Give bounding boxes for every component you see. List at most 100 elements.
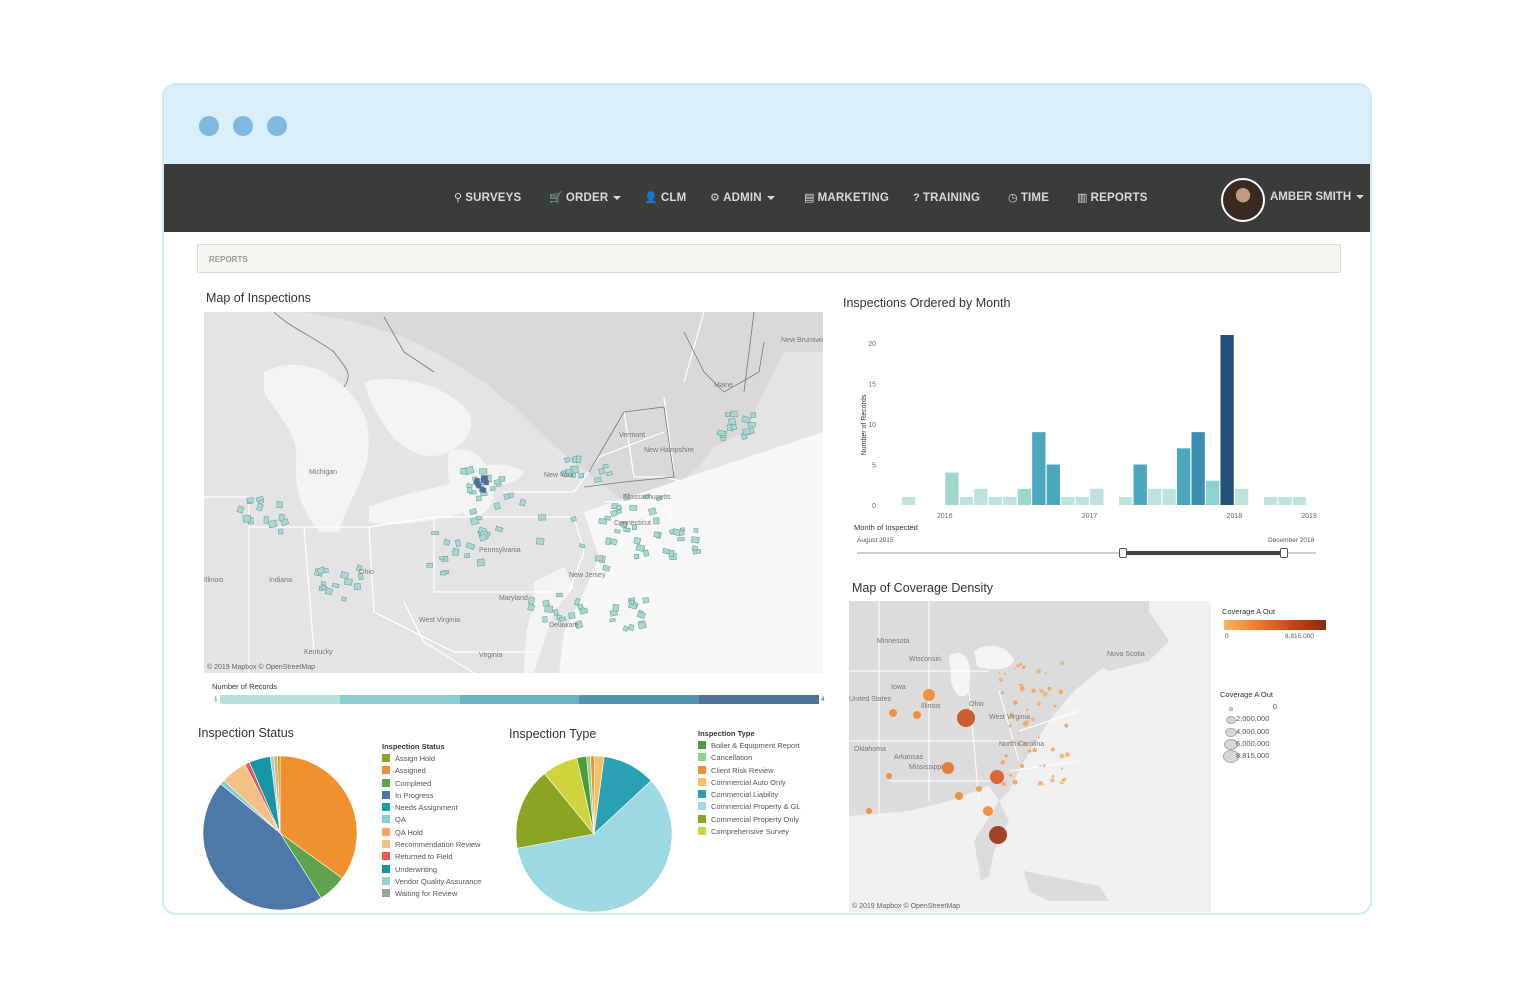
bar-chart-title: Inspections Ordered by Month — [843, 296, 1011, 310]
inspection-area — [693, 528, 699, 533]
map-label-virginia: Virginia — [479, 652, 502, 659]
nav-order[interactable]: 🛒 ORDER — [549, 164, 622, 232]
legend-item-waiting-for-review[interactable]: Waiting for Review — [382, 889, 481, 901]
pie-slice-commercial-property-only — [515, 773, 595, 849]
inspection-area — [609, 617, 616, 623]
legend-label: Recommendation Review — [395, 840, 481, 850]
legend-item-qa[interactable]: QA — [382, 815, 481, 827]
coverage-dot — [990, 770, 1004, 784]
inspections-map[interactable]: New Brunswick Maine Vermont New Hampshire Mi… — [204, 312, 823, 673]
inspection-area — [476, 495, 482, 502]
window-dot-minimize[interactable] — [233, 116, 253, 136]
coverage-dot — [1001, 781, 1006, 787]
chevron-down-icon — [1356, 194, 1365, 199]
legend-item-boiler-equipment-report[interactable]: Boiler & Equipment Report — [698, 741, 801, 753]
legend-item-underwriting[interactable]: Underwriting — [382, 864, 481, 877]
coverage-label-nova-scotia: Nova Scotia — [1107, 651, 1145, 658]
nav-surveys[interactable]: ⚲ SURVEYS — [454, 164, 521, 232]
y-tick-label: 20 — [868, 341, 876, 348]
inspection-area — [476, 558, 485, 567]
nav-time[interactable]: ◷ TIME — [1008, 164, 1049, 232]
date-range-fill — [1123, 551, 1284, 555]
window-dot-close[interactable] — [199, 116, 219, 136]
coverage-dot — [1003, 672, 1006, 676]
coverage-dot — [1016, 664, 1021, 668]
nav-training[interactable]: ? TRAINING — [913, 164, 980, 232]
legend-item-cancellation[interactable]: Cancellation — [698, 753, 801, 765]
legend-label: In Progress — [395, 790, 434, 800]
map-label-new-york: New York — [544, 472, 574, 479]
inspection-area — [451, 547, 460, 557]
inspection-status-pie[interactable] — [202, 755, 358, 911]
legend-swatch — [698, 765, 706, 774]
inspection-area — [431, 531, 439, 535]
avatar[interactable] — [1221, 178, 1265, 222]
legend-item-vendor-quality-assurance[interactable]: Vendor Quality Assurance — [382, 876, 481, 889]
coverage-dot — [889, 709, 897, 717]
date-range-slider[interactable] — [857, 548, 1316, 558]
legend-item-needs-assignment[interactable]: Needs Assignment — [382, 803, 481, 815]
inspection-area — [568, 612, 576, 619]
range-start-handle[interactable] — [1119, 548, 1128, 558]
user-menu[interactable]: AMBER SMITH — [1270, 164, 1365, 232]
legend-title: Inspection Status — [382, 742, 445, 751]
nav-admin[interactable]: ⚙ ADMIN — [710, 164, 775, 232]
legend-item-commercial-property-gl[interactable]: Commercial Property & GL — [698, 802, 801, 814]
size-legend-label: 0 — [1272, 702, 1277, 711]
window-dot-maximize[interactable] — [267, 116, 287, 136]
legend-item-assign-hold[interactable]: Assign Hold — [382, 754, 481, 766]
coverage-map[interactable]: Minnesota Wisconsin Iowa Illinois Ohio West V… — [849, 601, 1211, 912]
inspection-area — [644, 494, 651, 499]
range-end-handle[interactable] — [1279, 548, 1288, 558]
inspection-area — [469, 508, 478, 516]
size-legend-circle — [1223, 750, 1239, 763]
bar — [1292, 496, 1307, 505]
nav-reports[interactable]: ▥ REPORTS — [1077, 164, 1148, 232]
inspection-area — [552, 608, 559, 616]
coverage-dot — [942, 762, 954, 774]
inspections-map-canvas: New Brunswick Maine Vermont New Hampshire Mi… — [204, 312, 823, 673]
legend-label: QA Hold — [395, 827, 423, 837]
inspection-area — [558, 616, 567, 623]
coverage-dot — [1027, 749, 1032, 753]
map-label-west-virginia: West Virginia — [419, 617, 460, 624]
nav-marketing[interactable]: ▤ MARKETING — [804, 164, 889, 232]
inspections-bar-chart[interactable]: 0 5 10 15 20 Number of Records 2016 2017 2018 201… — [844, 325, 1324, 525]
legend-item-in-progress[interactable]: In Progress — [382, 790, 481, 803]
nav-clm[interactable]: 👤 CLM — [644, 164, 686, 232]
legend-item-commercial-auto-only[interactable]: Commercial Auto Only — [698, 777, 801, 790]
legend-item-comprehensive-survey[interactable]: Comprehensive Survey — [698, 827, 801, 839]
inspection-area — [619, 521, 628, 527]
legend-title: Inspection Type — [698, 729, 755, 738]
inspection-area — [464, 553, 471, 559]
inspection-area — [494, 525, 504, 533]
legend-label: Commercial Liability — [711, 790, 779, 800]
legend-item-assigned[interactable]: Assigned — [382, 766, 481, 778]
inspection-area — [321, 584, 327, 591]
coverage-label-wisconsin: Wisconsin — [909, 656, 941, 663]
legend-item-completed[interactable]: Completed — [382, 778, 481, 791]
map-attribution: © 2019 Mapbox © OpenStreetMap — [207, 664, 315, 671]
coverage-map-canvas: Minnesota Wisconsin Iowa Illinois Ohio West V… — [849, 601, 1211, 912]
map-label-maryland: Maryland — [499, 595, 528, 602]
legend-item-recommendation-review[interactable]: Recommendation Review — [382, 840, 481, 852]
legend-label: Returned to Field — [395, 852, 453, 862]
coverage-dot — [1019, 662, 1023, 666]
bar — [959, 496, 974, 505]
inspection-area — [578, 543, 586, 549]
inspection-area — [527, 596, 535, 605]
inspection-area — [498, 476, 506, 482]
inspection-type-pie[interactable] — [515, 755, 673, 913]
clock-icon: ◷ — [1008, 192, 1018, 204]
coverage-dot — [1042, 783, 1045, 786]
size-legend-item: 4,000,000 — [1220, 727, 1280, 739]
inspection-area — [426, 562, 434, 568]
legend-item-client-risk-review[interactable]: Client Risk Review — [698, 765, 801, 778]
inspection-area — [595, 555, 603, 562]
legend-item-commercial-liability[interactable]: Commercial Liability — [698, 790, 801, 802]
legend-item-returned-to-field[interactable]: Returned to Field — [382, 852, 481, 864]
pie-slice-commercial-auto-only — [593, 755, 605, 835]
inspection-area-dense — [483, 480, 489, 486]
legend-item-commercial-property-only[interactable]: Commercial Property Only — [698, 814, 801, 827]
legend-item-qa-hold[interactable]: QA Hold — [382, 827, 481, 840]
